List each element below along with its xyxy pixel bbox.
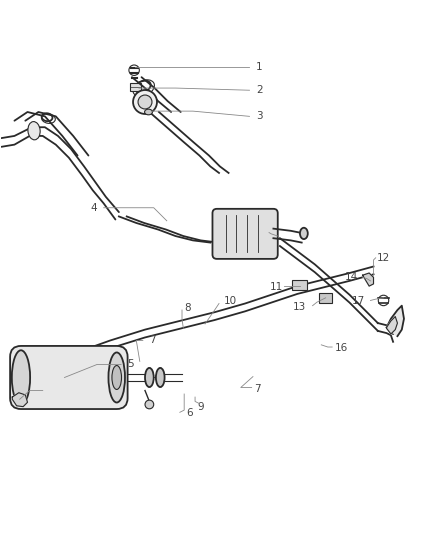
Ellipse shape [138, 95, 152, 109]
Text: 12: 12 [377, 253, 390, 263]
Ellipse shape [145, 368, 154, 387]
Text: 7: 7 [254, 384, 261, 394]
Ellipse shape [12, 350, 30, 405]
Ellipse shape [28, 122, 40, 140]
Bar [319, 293, 332, 303]
Ellipse shape [145, 109, 152, 115]
Ellipse shape [300, 228, 308, 239]
Polygon shape [387, 305, 404, 336]
Text: 8: 8 [184, 303, 191, 313]
Text: 16: 16 [334, 343, 348, 353]
FancyBboxPatch shape [10, 346, 127, 409]
Text: 9: 9 [197, 402, 204, 411]
Ellipse shape [112, 366, 121, 390]
Circle shape [145, 400, 154, 409]
Text: 11: 11 [270, 282, 283, 293]
Polygon shape [12, 393, 28, 407]
Text: 14: 14 [345, 272, 358, 282]
Text: 5: 5 [127, 359, 134, 369]
Bar [292, 279, 307, 290]
Text: 17: 17 [352, 296, 365, 306]
Text: 15: 15 [251, 228, 265, 238]
Ellipse shape [109, 352, 125, 402]
Text: 2: 2 [256, 85, 263, 95]
Text: 1: 1 [256, 62, 263, 72]
FancyBboxPatch shape [212, 209, 278, 259]
Text: 4: 4 [91, 203, 97, 213]
Text: 13: 13 [293, 302, 306, 312]
Text: 3: 3 [256, 111, 263, 122]
Text: 6: 6 [186, 408, 193, 418]
Polygon shape [363, 273, 374, 286]
Text: 7: 7 [149, 335, 156, 345]
Text: 6: 6 [47, 385, 54, 395]
Text: 10: 10 [223, 296, 237, 306]
FancyBboxPatch shape [130, 83, 141, 91]
Polygon shape [387, 317, 397, 334]
Ellipse shape [133, 90, 157, 114]
Ellipse shape [156, 368, 165, 387]
